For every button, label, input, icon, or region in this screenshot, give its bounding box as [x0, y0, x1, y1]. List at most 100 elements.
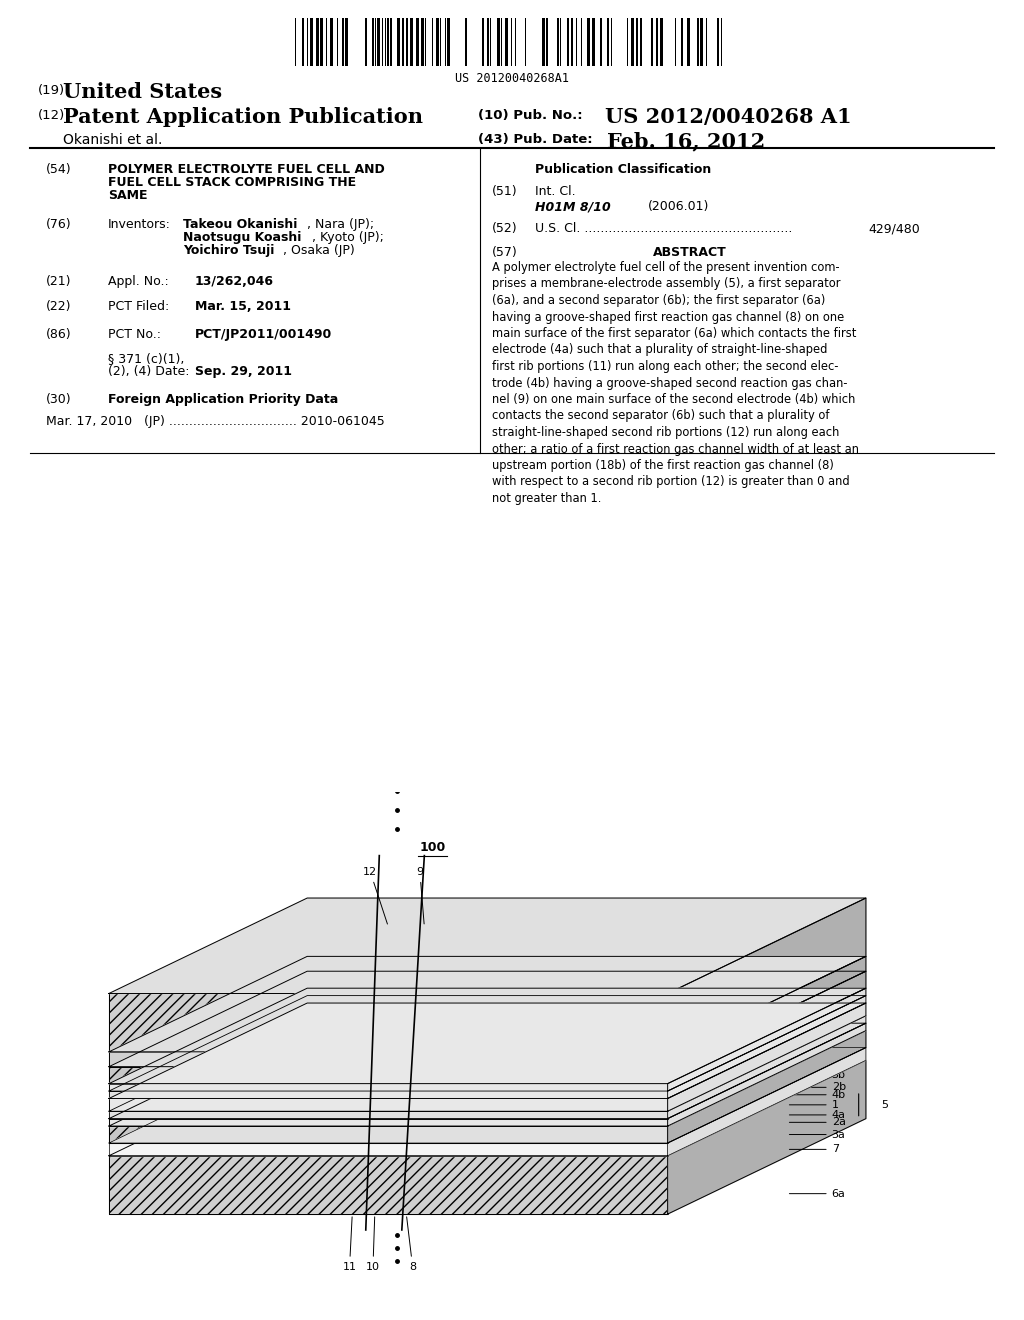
- Polygon shape: [668, 989, 866, 1092]
- Text: Yoichiro Tsuji: Yoichiro Tsuji: [183, 244, 274, 257]
- Polygon shape: [109, 1016, 866, 1111]
- Polygon shape: [109, 1067, 668, 1084]
- Polygon shape: [109, 1098, 668, 1111]
- Text: (2006.01): (2006.01): [648, 201, 710, 213]
- Text: 7: 7: [790, 1144, 839, 1155]
- Text: , Osaka (JP): , Osaka (JP): [283, 244, 354, 257]
- Text: 5: 5: [882, 1100, 888, 1110]
- Bar: [397, 18, 400, 66]
- Text: Int. Cl.: Int. Cl.: [535, 185, 575, 198]
- Text: Mar. 17, 2010: Mar. 17, 2010: [46, 414, 132, 428]
- Text: FUEL CELL STACK COMPRISING THE: FUEL CELL STACK COMPRISING THE: [108, 176, 356, 189]
- Text: POLYMER ELECTROLYTE FUEL CELL AND: POLYMER ELECTROLYTE FUEL CELL AND: [108, 162, 385, 176]
- Text: (86): (86): [46, 327, 72, 341]
- Polygon shape: [109, 1067, 668, 1084]
- Bar: [377, 18, 380, 66]
- Text: 1: 1: [790, 1100, 839, 1110]
- Text: (22): (22): [46, 300, 72, 313]
- Polygon shape: [668, 995, 866, 1098]
- Text: (2), (4) Date:: (2), (4) Date:: [108, 366, 189, 378]
- Polygon shape: [109, 1031, 866, 1126]
- Bar: [365, 18, 367, 66]
- Text: § 371 (c)(1),: § 371 (c)(1),: [108, 352, 184, 366]
- Text: Foreign Application Priority Data: Foreign Application Priority Data: [108, 393, 338, 407]
- Bar: [557, 18, 559, 66]
- Text: (76): (76): [46, 218, 72, 231]
- Polygon shape: [109, 1143, 668, 1156]
- Text: (54): (54): [46, 162, 72, 176]
- Text: 6b: 6b: [790, 970, 846, 979]
- Text: 2b: 2b: [790, 1082, 846, 1093]
- Text: US 20120040268A1: US 20120040268A1: [455, 73, 569, 84]
- Text: Naotsugu Koashi: Naotsugu Koashi: [183, 231, 301, 244]
- Polygon shape: [109, 1052, 668, 1067]
- Text: Patent Application Publication: Patent Application Publication: [63, 107, 423, 127]
- Bar: [497, 18, 500, 66]
- Text: 9: 9: [417, 867, 424, 924]
- Text: , Kyoto (JP);: , Kyoto (JP);: [312, 231, 384, 244]
- Text: 10: 10: [366, 1217, 380, 1271]
- Polygon shape: [109, 972, 866, 1067]
- Bar: [342, 18, 344, 66]
- Bar: [310, 18, 313, 66]
- Text: Inventors:: Inventors:: [108, 218, 171, 231]
- Polygon shape: [109, 1060, 866, 1156]
- Polygon shape: [668, 957, 866, 1067]
- Polygon shape: [109, 1156, 668, 1214]
- Polygon shape: [668, 1003, 866, 1111]
- Polygon shape: [109, 1023, 866, 1118]
- Polygon shape: [668, 1023, 866, 1126]
- Text: Publication Classification: Publication Classification: [535, 162, 712, 176]
- Bar: [372, 18, 374, 66]
- Text: (12): (12): [38, 110, 66, 121]
- Polygon shape: [109, 1048, 866, 1143]
- Text: 2a: 2a: [790, 1117, 846, 1127]
- Text: A polymer electrolyte fuel cell of the present invention com-
prises a membrane-: A polymer electrolyte fuel cell of the p…: [492, 261, 859, 506]
- Polygon shape: [109, 1111, 668, 1118]
- Polygon shape: [109, 1156, 668, 1214]
- Polygon shape: [668, 972, 866, 1084]
- Bar: [656, 18, 658, 66]
- Bar: [387, 18, 389, 66]
- Text: U.S. Cl. ....................................................: U.S. Cl. ...............................…: [535, 222, 793, 235]
- Bar: [546, 18, 548, 66]
- Text: (57): (57): [492, 246, 518, 259]
- Text: 3a: 3a: [790, 1130, 846, 1139]
- Text: 429/480: 429/480: [868, 222, 920, 235]
- Polygon shape: [668, 1016, 866, 1118]
- Polygon shape: [109, 957, 866, 1052]
- Text: (JP) ................................ 2010-061045: (JP) ................................ 20…: [144, 414, 385, 428]
- Bar: [447, 18, 450, 66]
- Bar: [600, 18, 602, 66]
- Bar: [410, 18, 413, 66]
- Bar: [345, 18, 348, 66]
- Text: Feb. 16, 2012: Feb. 16, 2012: [607, 131, 765, 150]
- Polygon shape: [109, 994, 668, 1052]
- Text: 4b: 4b: [790, 1090, 846, 1100]
- Text: US 2012/0040268 A1: US 2012/0040268 A1: [605, 107, 852, 127]
- Text: 12: 12: [364, 867, 387, 924]
- Bar: [700, 18, 703, 66]
- Text: , Nara (JP);: , Nara (JP);: [307, 218, 374, 231]
- Text: 11: 11: [343, 1217, 356, 1271]
- Text: 7: 7: [790, 1026, 839, 1036]
- Text: Sep. 29, 2011: Sep. 29, 2011: [195, 366, 292, 378]
- Text: (10) Pub. No.:: (10) Pub. No.:: [478, 110, 583, 121]
- Bar: [302, 18, 304, 66]
- Bar: [651, 18, 653, 66]
- Text: 8: 8: [407, 1217, 416, 1271]
- Text: PCT/JP2011/001490: PCT/JP2011/001490: [195, 327, 332, 341]
- Text: Mar. 15, 2011: Mar. 15, 2011: [195, 300, 291, 313]
- Text: Takeou Okanishi: Takeou Okanishi: [183, 218, 297, 231]
- Text: PCT Filed:: PCT Filed:: [108, 300, 169, 313]
- Polygon shape: [109, 1118, 668, 1126]
- Text: 13/262,046: 13/262,046: [195, 275, 274, 288]
- Text: 6a: 6a: [790, 1188, 846, 1199]
- Bar: [316, 18, 319, 66]
- Bar: [631, 18, 634, 66]
- Polygon shape: [109, 994, 668, 1052]
- Bar: [681, 18, 683, 66]
- Bar: [592, 18, 595, 66]
- Text: ABSTRACT: ABSTRACT: [653, 246, 727, 259]
- Polygon shape: [109, 1092, 668, 1098]
